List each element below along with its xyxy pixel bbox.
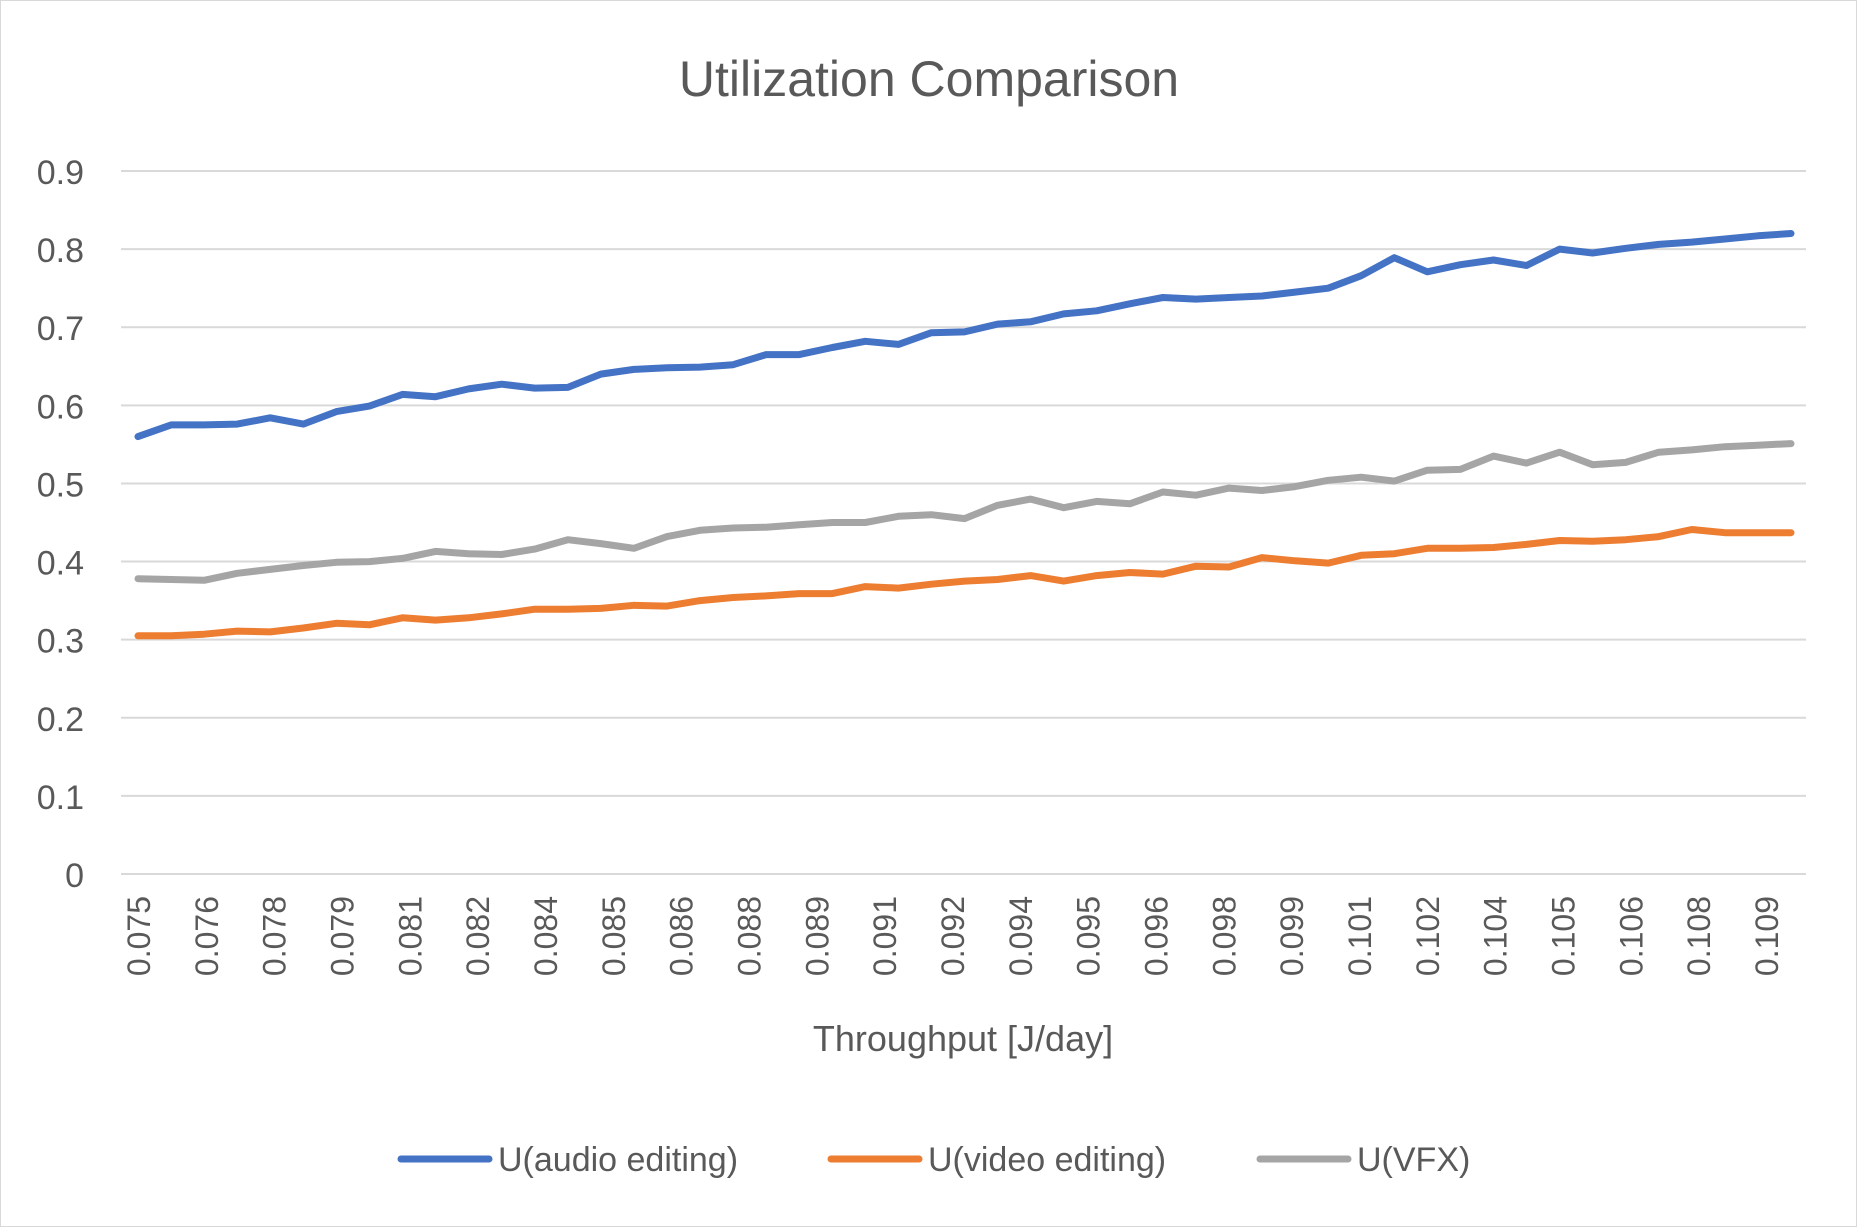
legend: U(audio editing) U(video editing) U(VFX) xyxy=(397,1141,1470,1179)
x-tick-label: 0.102 xyxy=(1410,896,1446,976)
x-tick-label: 0.079 xyxy=(325,896,361,976)
x-tick-label: 0.101 xyxy=(1342,896,1378,976)
y-tick-label: 0.3 xyxy=(37,623,84,661)
legend-label: U(audio editing) xyxy=(498,1141,738,1179)
legend-item: U(VFX) xyxy=(1256,1141,1470,1179)
x-tick-label: 0.081 xyxy=(392,896,428,976)
x-tick-label: 0.098 xyxy=(1206,896,1242,976)
y-tick-label: 0.6 xyxy=(37,388,84,426)
x-tick-label: 0.082 xyxy=(460,896,496,976)
x-tick-label: 0.084 xyxy=(528,896,564,976)
legend-item: U(video editing) xyxy=(827,1141,1166,1179)
series-lines xyxy=(134,230,1795,640)
x-tick-label: 0.086 xyxy=(664,896,700,976)
legend-label: U(video editing) xyxy=(928,1141,1166,1179)
x-tick-label: 0.075 xyxy=(121,896,157,976)
chart-title: Utilization Comparison xyxy=(679,51,1179,107)
x-tick-label: 0.091 xyxy=(867,896,903,976)
x-tick-label: 0.105 xyxy=(1546,896,1582,976)
y-tick-label: 0 xyxy=(65,857,84,895)
x-tick-label: 0.099 xyxy=(1274,896,1310,976)
x-tick-label: 0.085 xyxy=(596,896,632,976)
y-tick-label: 0.7 xyxy=(37,310,84,348)
legend-label: U(VFX) xyxy=(1357,1141,1470,1179)
x-tick-label: 0.076 xyxy=(189,896,225,976)
x-tick-label: 0.108 xyxy=(1681,896,1717,976)
series-line-u-video-editing- xyxy=(134,526,1795,640)
y-tick-label: 0.8 xyxy=(37,232,84,270)
y-axis-ticks: 0 0.1 0.2 0.3 0.4 0.5 0.6 0.7 0.8 0.9 xyxy=(37,154,84,895)
x-tick-label: 0.089 xyxy=(799,896,835,976)
y-tick-label: 0.1 xyxy=(37,779,84,817)
series-line-u-audio-editing- xyxy=(134,230,1795,441)
series-line-u-vfx- xyxy=(134,440,1795,584)
x-tick-label: 0.096 xyxy=(1139,896,1175,976)
gridlines xyxy=(121,170,1806,875)
x-tick-label: 0.104 xyxy=(1478,896,1514,976)
x-tick-label: 0.095 xyxy=(1071,896,1107,976)
x-tick-label: 0.088 xyxy=(732,896,768,976)
x-tick-label: 0.109 xyxy=(1749,896,1785,976)
y-tick-label: 0.5 xyxy=(37,466,84,504)
x-tick-label: 0.094 xyxy=(1003,896,1039,976)
y-tick-label: 0.4 xyxy=(37,545,84,583)
x-axis-ticks: 0.075 0.076 0.078 0.079 0.081 0.082 0.084 0.085… xyxy=(121,896,1785,976)
x-tick-label: 0.106 xyxy=(1613,896,1649,976)
x-tick-label: 0.078 xyxy=(257,896,293,976)
y-tick-label: 0.2 xyxy=(37,701,84,739)
x-tick-label: 0.092 xyxy=(935,896,971,976)
legend-item: U(audio editing) xyxy=(397,1141,738,1179)
y-tick-label: 0.9 xyxy=(37,154,84,192)
x-axis-title: Throughput [J/day] xyxy=(813,1018,1113,1059)
